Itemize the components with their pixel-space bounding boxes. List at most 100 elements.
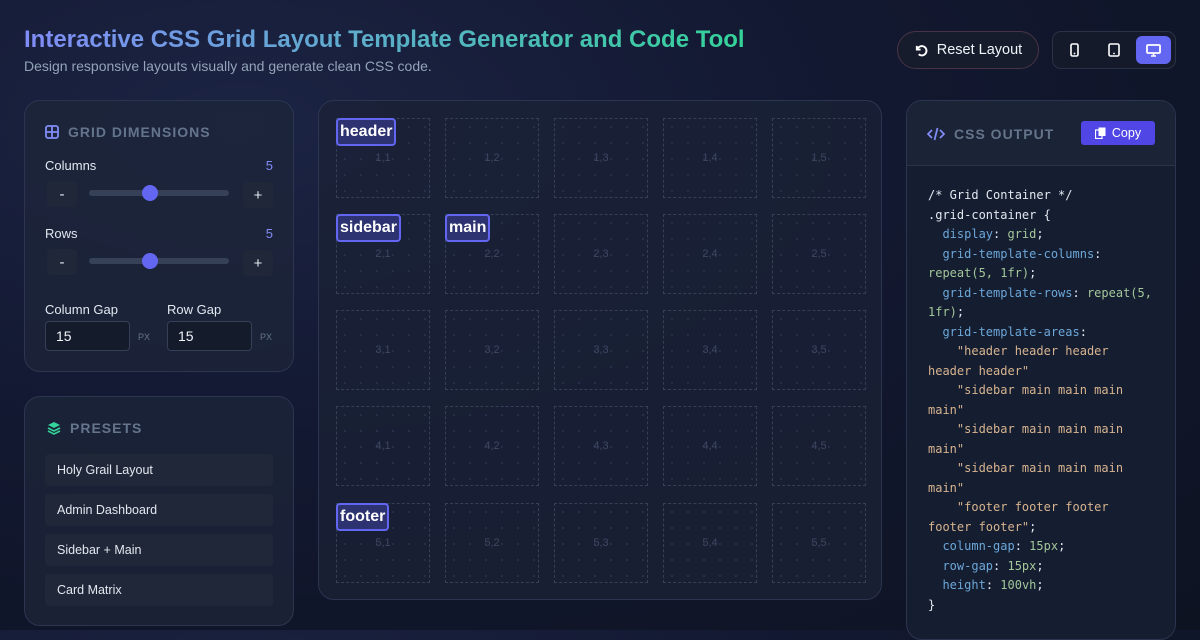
cell-coordinate: 2,3 (593, 248, 609, 260)
cell-coordinate: 3,3 (593, 344, 609, 356)
cell-coordinate: 5,1 (375, 537, 391, 549)
row-gap-label: Row Gap (167, 302, 222, 317)
page-title: Interactive CSS Grid Layout Template Gen… (24, 26, 745, 53)
code-token (928, 227, 942, 241)
code-line: display: grid; (928, 225, 1152, 245)
area-tag-header[interactable]: header (336, 118, 397, 146)
grid-cell[interactable]: 4,4 (663, 406, 757, 486)
preset-card-matrix[interactable]: Card Matrix (45, 574, 273, 606)
cell-coordinate: 4,5 (811, 440, 827, 452)
row-gap-unit: PX (260, 332, 273, 342)
code-token: grid-template-rows (942, 285, 1073, 300)
grid-cell[interactable]: 1,4 (663, 118, 757, 198)
code-token: /* Grid Container */ (928, 188, 1073, 202)
grid-cell[interactable]: 4,1 (336, 406, 430, 486)
code-token: column-gap (942, 539, 1015, 553)
grid-cell[interactable]: 3,4 (663, 310, 757, 390)
code-token: 15px (1007, 558, 1037, 573)
code-token: 100vh (1000, 578, 1037, 592)
grid-cell[interactable]: 5,2 (445, 503, 539, 583)
grid-cell[interactable]: 3,2 (445, 310, 539, 390)
grid-cell[interactable]: 3,5 (772, 310, 866, 390)
columns-increment-button[interactable]: + (243, 182, 273, 208)
rows-value: 5 (265, 226, 273, 241)
cell-coordinate: 2,4 (702, 248, 718, 260)
grid-cell[interactable]: 4,5 (772, 406, 866, 486)
code-token: "sidebar main main main (928, 461, 1124, 475)
code-token: "sidebar main main main (928, 383, 1124, 397)
grid-cell[interactable]: 5,1 footer (336, 503, 430, 583)
code-line: "sidebar main main main (928, 381, 1152, 401)
grid-cell[interactable]: 2,4 (663, 214, 757, 294)
presets-header: PRESETS (47, 420, 142, 436)
columns-slider-thumb[interactable] (142, 185, 158, 201)
rows-increment-button[interactable]: + (243, 250, 273, 276)
code-token: 1fr) (928, 305, 957, 319)
code-token: : (993, 558, 1008, 573)
copy-button[interactable]: Copy (1081, 121, 1155, 145)
reset-layout-label: Reset Layout (936, 42, 1023, 58)
cell-coordinate: 3,1 (375, 344, 391, 356)
code-line: main" (928, 479, 1152, 499)
code-token: header header" (928, 363, 1030, 378)
grid-cell[interactable]: 3,3 (554, 310, 648, 390)
code-token (928, 247, 942, 261)
code-line: row-gap: 15px; (928, 557, 1152, 577)
code-token: : (1014, 539, 1030, 553)
grid-cell[interactable]: 2,5 (772, 214, 866, 294)
code-token: ; (1036, 558, 1044, 573)
rows-decrement-button[interactable]: - (47, 249, 77, 275)
reset-layout-button[interactable]: Reset Layout (897, 31, 1039, 69)
grid-cell[interactable]: 2,2 main (445, 214, 539, 294)
code-token: ; (956, 305, 965, 319)
desktop-view-button[interactable] (1135, 36, 1171, 64)
cell-coordinate: 2,5 (811, 248, 827, 260)
grid-cell[interactable]: 1,1 header (336, 118, 430, 198)
grid-cell[interactable]: 5,3 (554, 503, 648, 583)
preset-holy-grail[interactable]: Holy Grail Layout (45, 454, 273, 486)
cell-coordinate: 3,2 (484, 344, 500, 356)
code-line: main" (928, 401, 1152, 421)
code-line: "header header header (928, 342, 1152, 362)
area-tag-footer[interactable]: footer (336, 503, 390, 531)
code-line: "sidebar main main main (928, 420, 1152, 440)
cell-coordinate: 1,4 (702, 152, 718, 164)
rows-label: Rows (45, 226, 78, 241)
columns-label: Columns (45, 158, 97, 173)
rows-slider-thumb[interactable] (142, 253, 158, 269)
cell-coordinate: 2,2 (484, 248, 500, 260)
code-line: "footer footer footer (928, 498, 1152, 518)
grid-cell[interactable]: 4,3 (554, 406, 648, 486)
cell-coordinate: 4,1 (375, 440, 391, 452)
grid-cell[interactable]: 1,2 (445, 118, 539, 198)
grid-cell[interactable]: 4,2 (445, 406, 539, 486)
grid-cell[interactable]: 1,5 (772, 118, 866, 198)
rows-slider[interactable] (89, 253, 229, 269)
columns-decrement-button[interactable]: - (47, 181, 77, 207)
desktop-icon (1145, 43, 1161, 57)
copy-icon (1094, 127, 1106, 139)
tablet-view-button[interactable] (1096, 36, 1131, 64)
grid-cell[interactable]: 2,1 sidebar (336, 214, 430, 294)
mobile-view-button[interactable] (1057, 36, 1092, 64)
css-code-block[interactable]: /* Grid Container */ .grid-container { di… (928, 186, 1152, 615)
grid-cell[interactable]: 3,1 (336, 310, 430, 390)
grid-cell[interactable]: 2,3 (554, 214, 648, 294)
area-tag-main[interactable]: main (445, 214, 491, 242)
preset-admin-dashboard[interactable]: Admin Dashboard (45, 494, 273, 526)
layers-icon (47, 422, 61, 435)
code-token: ; (1058, 539, 1066, 553)
grid-cell[interactable]: 5,4 (663, 503, 757, 583)
tablet-icon (1108, 43, 1120, 57)
css-output-title: CSS OUTPUT (954, 126, 1055, 142)
grid-cell[interactable]: 5,5 (772, 503, 866, 583)
row-gap-input[interactable]: 15 (167, 321, 252, 351)
code-token: main" (928, 480, 965, 495)
columns-slider[interactable] (89, 185, 229, 201)
grid-cell[interactable]: 1,3 (554, 118, 648, 198)
preset-sidebar-main[interactable]: Sidebar + Main (45, 534, 273, 566)
column-gap-input[interactable]: 15 (45, 321, 130, 351)
code-token: "sidebar main main main (928, 422, 1124, 436)
code-line: .grid-container { (928, 206, 1152, 226)
area-tag-sidebar[interactable]: sidebar (336, 214, 401, 242)
